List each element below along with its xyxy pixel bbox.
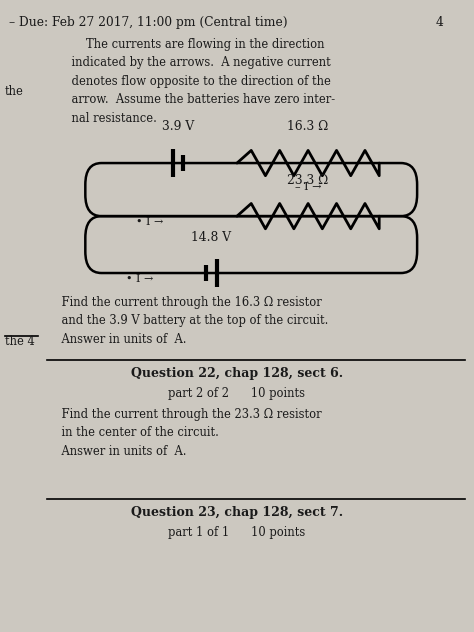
Text: • I →: • I → (136, 217, 163, 228)
Text: the 4: the 4 (5, 335, 35, 348)
Text: 3.9 V: 3.9 V (162, 119, 194, 133)
Text: The currents are flowing in the direction
    indicated by the arrows.  A negati: The currents are flowing in the directio… (57, 38, 335, 125)
Text: – Due: Feb 27 2017, 11:00 pm (Central time): – Due: Feb 27 2017, 11:00 pm (Central ti… (9, 16, 288, 30)
Text: 14.8 V: 14.8 V (191, 231, 231, 244)
Text: part 2 of 2      10 points: part 2 of 2 10 points (168, 387, 306, 400)
Text: – I →: – I → (295, 182, 321, 192)
Text: Question 23, chap 128, sect 7.: Question 23, chap 128, sect 7. (131, 506, 343, 519)
Text: Question 22, chap 128, sect 6.: Question 22, chap 128, sect 6. (131, 367, 343, 380)
Text: 23.3 Ω: 23.3 Ω (287, 174, 329, 187)
Text: • I →: • I → (126, 274, 154, 284)
Text: Find the current through the 16.3 Ω resistor
    and the 3.9 V battery at the to: Find the current through the 16.3 Ω resi… (47, 296, 329, 346)
Text: 4: 4 (436, 16, 444, 30)
Text: 16.3 Ω: 16.3 Ω (287, 119, 329, 133)
Text: the: the (5, 85, 24, 99)
Text: part 1 of 1      10 points: part 1 of 1 10 points (168, 526, 306, 539)
Text: Find the current through the 23.3 Ω resistor
    in the center of the circuit.
 : Find the current through the 23.3 Ω resi… (47, 408, 322, 458)
